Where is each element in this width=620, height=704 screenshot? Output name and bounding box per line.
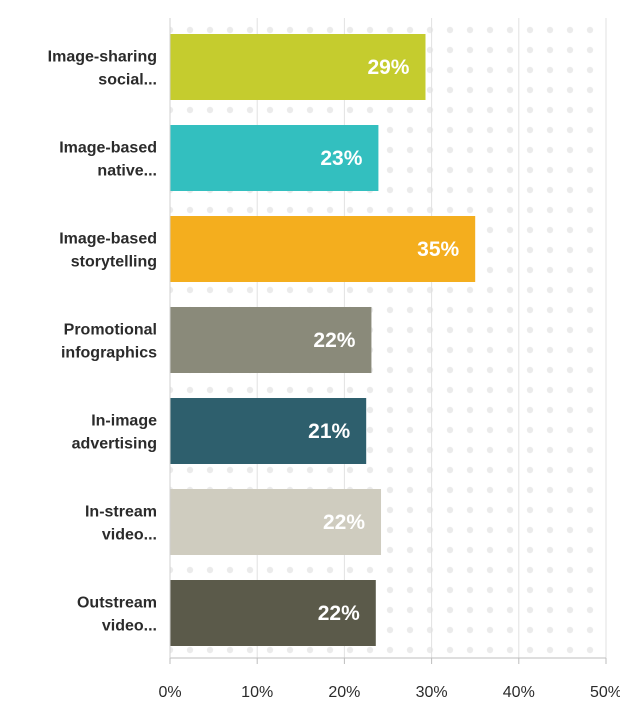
x-tick-label: 30%	[416, 684, 448, 701]
category-label: Image-sharing	[48, 49, 157, 66]
bar	[170, 580, 376, 646]
x-tick-label: 40%	[503, 684, 535, 701]
category-label: social...	[98, 72, 157, 89]
bar	[170, 125, 379, 191]
category-label: advertising	[72, 436, 157, 453]
category-label: video...	[102, 618, 157, 635]
category-label: infographics	[61, 345, 157, 362]
bar	[170, 398, 367, 464]
x-tick-label: 20%	[328, 684, 360, 701]
x-tick-label: 0%	[158, 684, 181, 701]
category-label: native...	[97, 163, 157, 180]
data-label: 22%	[313, 329, 355, 352]
x-tick-label: 50%	[590, 684, 620, 701]
data-label: 23%	[320, 147, 362, 170]
data-label: 21%	[308, 420, 350, 443]
category-label: Image-based	[59, 231, 157, 248]
data-label: 22%	[323, 511, 365, 534]
bar	[170, 307, 372, 373]
category-label: In-image	[91, 413, 157, 430]
bar	[170, 216, 476, 282]
category-label: storytelling	[71, 254, 157, 271]
category-label: Image-based	[59, 140, 157, 157]
category-label: Outstream	[77, 595, 157, 612]
bar	[170, 34, 426, 100]
data-label: 35%	[417, 238, 459, 261]
category-label: video...	[102, 527, 157, 544]
category-label: Promotional	[64, 322, 157, 339]
data-label: 29%	[367, 56, 409, 79]
x-tick-label: 10%	[241, 684, 273, 701]
category-label: In-stream	[85, 504, 157, 521]
bar	[170, 489, 382, 555]
data-label: 22%	[318, 602, 360, 625]
